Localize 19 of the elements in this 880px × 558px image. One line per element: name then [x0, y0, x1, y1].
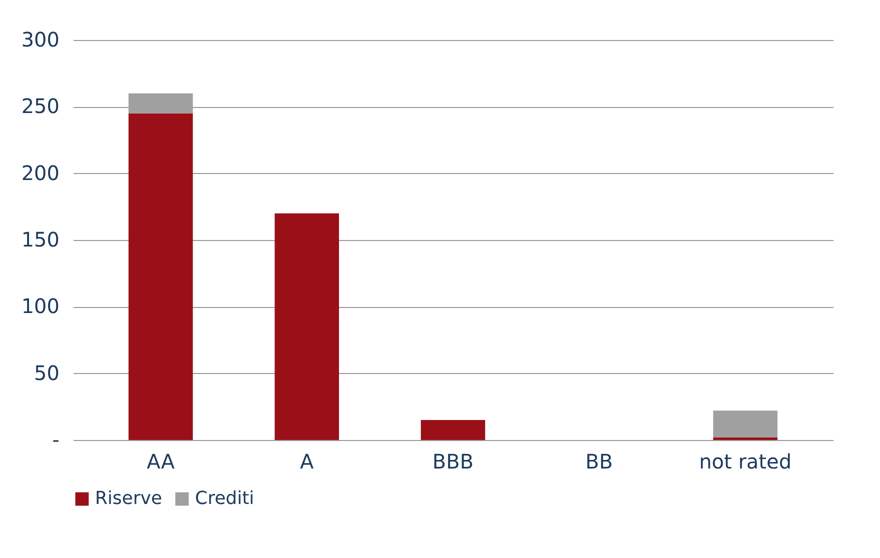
bar	[713, 410, 778, 438]
y-tick-label: 50	[34, 360, 60, 385]
x-tick-label: A	[300, 450, 314, 474]
y-tick-label: 150	[21, 228, 60, 252]
x-tick-label: BBB	[432, 450, 474, 474]
y-tick-label: -	[52, 428, 60, 452]
x-tick-label: AA	[146, 450, 175, 474]
y-tick-label: 200	[21, 160, 60, 185]
bar	[713, 437, 778, 440]
bar	[274, 213, 339, 440]
x-tick-label: not rated	[699, 450, 792, 474]
y-tick-label: 100	[21, 294, 60, 318]
x-tick-label: BB	[585, 450, 613, 474]
y-tick-label: 250	[21, 94, 60, 118]
legend-label: Riserve	[95, 488, 162, 509]
y-tick-label: 300	[21, 28, 60, 52]
bar	[420, 420, 486, 440]
bar	[128, 113, 193, 440]
legend-label: Crediti	[195, 488, 254, 509]
